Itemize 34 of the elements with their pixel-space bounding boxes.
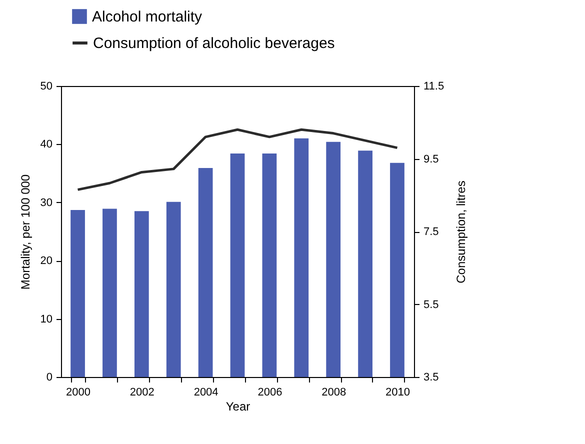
y2-tick-label: 11.5 <box>424 80 444 92</box>
y-tick-label: 20 <box>40 255 52 268</box>
bar <box>262 154 277 377</box>
line-series <box>76 128 398 191</box>
y2-tick-label: 7.5 <box>424 226 439 238</box>
x-tick-label: 2002 <box>130 386 154 398</box>
y-tick-label: 40 <box>40 138 52 151</box>
y2-tick-label: 3.5 <box>424 372 439 384</box>
x-tick-label: 2008 <box>322 386 346 398</box>
y-tick-label: 10 <box>40 313 52 326</box>
bar <box>134 211 149 377</box>
bar <box>166 202 181 377</box>
bar <box>326 142 341 377</box>
bar <box>230 154 245 377</box>
bar <box>198 168 213 377</box>
legend-label: Alcohol mortality <box>92 8 203 26</box>
x-axis-title: Year <box>226 400 250 414</box>
bar <box>70 210 85 377</box>
x-tick-label: 2006 <box>258 386 282 398</box>
y-tick-label: 0 <box>46 372 52 384</box>
bar <box>102 208 117 377</box>
y-tick-label: 30 <box>40 196 52 209</box>
x-tick-label: 2000 <box>66 386 91 398</box>
bar <box>294 138 309 377</box>
bar <box>390 162 404 377</box>
x-tick-label: 2004 <box>194 386 218 398</box>
bar <box>358 150 372 377</box>
y-tick-label: 50 <box>40 80 52 92</box>
y-axis-title: Mortality, per 100 000 <box>18 174 32 290</box>
y2-tick-label: 5.5 <box>424 298 439 311</box>
legend-label: Consumption of alcoholic beverages <box>93 35 335 52</box>
x-tick-label: 2010 <box>385 386 410 398</box>
y2-tick-label: 9.5 <box>424 153 439 166</box>
y2-axis-title: Consumption, litres <box>454 180 468 284</box>
